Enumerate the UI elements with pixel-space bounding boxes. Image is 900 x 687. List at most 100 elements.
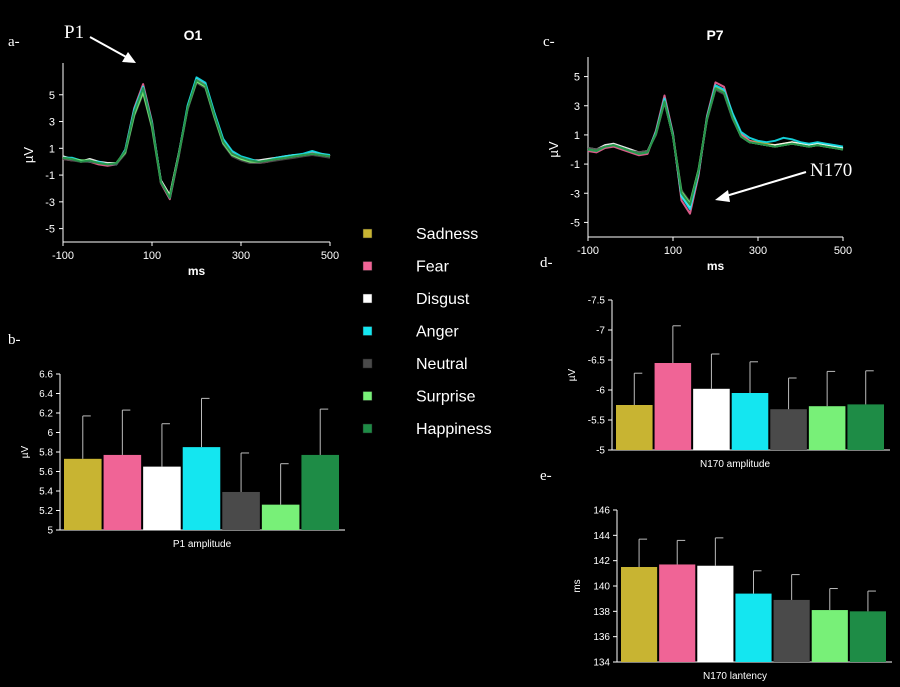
y-tick-label: -1 xyxy=(570,159,580,171)
erp-series-line-sadness xyxy=(62,80,331,198)
panel-label: a- xyxy=(8,34,20,50)
legend-label-disgust: Disgust xyxy=(416,291,470,308)
erp-series-line-happiness xyxy=(62,79,331,199)
y-tick-label: 5.8 xyxy=(39,448,53,459)
y-tick-label: 5 xyxy=(49,90,55,102)
y-tick-label: 3 xyxy=(574,101,580,113)
y-tick-label: -5 xyxy=(570,217,580,229)
bar-sadness xyxy=(64,458,102,530)
legend-swatch-surprise xyxy=(362,391,373,401)
bar-sadness xyxy=(621,567,658,662)
legend-label-sadness: Sadness xyxy=(416,226,478,243)
legend-label-anger: Anger xyxy=(416,324,459,341)
y-tick-label: -5 xyxy=(596,446,605,457)
y-tick-label: 134 xyxy=(593,658,610,669)
x-tick-label: -100 xyxy=(577,245,599,257)
bar-fear xyxy=(659,564,696,662)
y-tick-label: 1 xyxy=(574,130,580,142)
y-tick-label: -6 xyxy=(596,386,605,397)
x-tick-label: 500 xyxy=(834,245,852,257)
legend-swatch-anger xyxy=(362,326,373,336)
x-axis-label: ms xyxy=(188,264,206,278)
bar-fear xyxy=(654,363,692,450)
bar-disgust xyxy=(143,466,181,530)
x-axis-label: ms xyxy=(707,259,725,273)
x-tick-label: 300 xyxy=(749,245,767,257)
y-tick-label: 6.4 xyxy=(39,389,53,400)
y-tick-label: 5.6 xyxy=(39,467,53,478)
legend-swatch-disgust xyxy=(362,293,373,304)
y-tick-label: -1 xyxy=(45,170,55,182)
erp-series-line-anger xyxy=(63,76,331,199)
bar-neutral xyxy=(222,491,260,530)
y-axis-label: ms xyxy=(572,579,583,592)
y-tick-label: -5 xyxy=(45,224,55,236)
x-tick-label: 100 xyxy=(143,250,161,262)
panel-label: c- xyxy=(543,34,555,50)
bar-surprise xyxy=(811,610,848,662)
bar-anger xyxy=(182,447,221,530)
y-tick-label: -3 xyxy=(45,197,55,209)
y-axis-label: µV xyxy=(567,368,578,381)
chart-title: P7 xyxy=(706,27,723,43)
x-axis-label: N170 amplitude xyxy=(700,459,770,470)
bar-happiness xyxy=(301,454,339,530)
y-tick-label: 138 xyxy=(593,607,610,618)
legend-swatch-sadness xyxy=(362,228,373,239)
y-tick-label: 136 xyxy=(593,632,610,643)
legend-label-happiness: Happiness xyxy=(416,421,492,438)
bar-disgust xyxy=(697,565,734,662)
y-tick-label: 5.4 xyxy=(39,487,53,498)
panel-label: d- xyxy=(540,255,553,271)
y-tick-label: 142 xyxy=(593,556,610,567)
p1-arrow-line xyxy=(89,36,129,59)
y-tick-label: 144 xyxy=(593,531,610,542)
x-tick-label: 500 xyxy=(321,250,339,262)
legend-swatch-neutral xyxy=(362,358,373,369)
x-tick-label: 100 xyxy=(664,245,682,257)
bar-surprise xyxy=(808,406,846,450)
x-tick-label: 300 xyxy=(232,250,250,262)
erp-series-line-neutral xyxy=(62,81,331,198)
y-tick-label: -3 xyxy=(570,188,580,200)
erp-series-line-disgust xyxy=(62,79,331,197)
n170-arrow-head xyxy=(715,190,730,202)
bar-neutral xyxy=(773,599,810,662)
y-tick-label: 140 xyxy=(593,582,610,593)
y-tick-label: 5.2 xyxy=(39,506,53,517)
x-axis-label: N170 lantency xyxy=(703,671,767,682)
y-tick-label: 3 xyxy=(49,117,55,129)
legend-label-surprise: Surprise xyxy=(416,389,476,406)
y-tick-label: 6.6 xyxy=(39,370,53,381)
y-tick-label: -5.5 xyxy=(588,416,606,427)
y-tick-label: 146 xyxy=(593,506,610,517)
legend-swatch-fear xyxy=(362,261,373,271)
x-axis-label: P1 amplitude xyxy=(173,539,232,550)
bar-surprise xyxy=(261,504,300,530)
y-tick-label: 5 xyxy=(47,526,53,537)
erp-series-line-surprise xyxy=(62,80,331,198)
p1-annotation: P1 xyxy=(64,22,84,43)
y-tick-label: -7 xyxy=(596,326,605,337)
erp-series-line-fear xyxy=(62,77,331,201)
panel-label: e- xyxy=(540,468,552,484)
bar-happiness xyxy=(847,404,884,450)
n170-annotation: N170 xyxy=(810,160,852,181)
erp-series-line-disgust xyxy=(587,87,844,209)
bar-sadness xyxy=(616,405,653,450)
y-tick-label: -7.5 xyxy=(588,296,606,307)
bar-anger xyxy=(731,393,769,450)
bar-anger xyxy=(735,593,772,662)
panel-label: b- xyxy=(8,332,21,348)
legend-label-fear: Fear xyxy=(416,259,450,276)
y-axis-label: µV xyxy=(20,445,31,458)
y-tick-label: 6 xyxy=(47,428,53,439)
bar-neutral xyxy=(770,409,807,450)
bar-disgust xyxy=(693,388,730,450)
x-tick-label: -100 xyxy=(52,250,74,262)
y-axis-label: µV xyxy=(21,147,36,163)
y-tick-label: 5 xyxy=(574,72,580,84)
y-tick-label: 6.2 xyxy=(39,409,53,420)
y-axis-label: µV xyxy=(546,141,561,157)
